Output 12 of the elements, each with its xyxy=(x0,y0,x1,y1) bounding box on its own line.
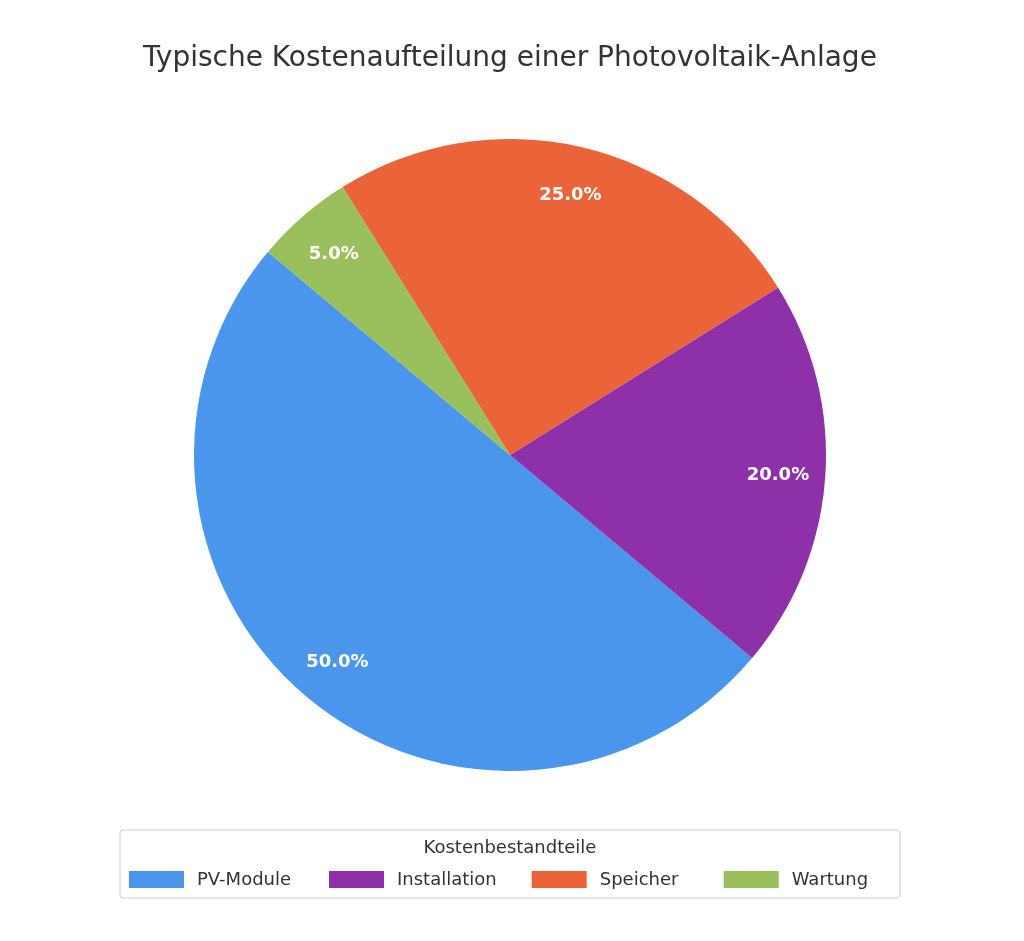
legend-title: Kostenbestandteile xyxy=(423,836,597,857)
chart-title: Typische Kostenaufteilung einer Photovoltaik-Anlage xyxy=(142,40,877,73)
data-label: 25.0% xyxy=(539,182,602,204)
legend-label: Wartung xyxy=(791,868,869,889)
data-label: 20.0% xyxy=(746,463,810,485)
legend-label: Speicher xyxy=(599,868,680,889)
legend-label: Installation xyxy=(397,868,497,889)
data-label: 50.0% xyxy=(306,650,369,672)
pie-slice xyxy=(510,287,826,659)
data-label: 5.0% xyxy=(308,241,359,263)
legend-label: PV-Module xyxy=(197,868,292,889)
pie-slice xyxy=(267,187,510,455)
